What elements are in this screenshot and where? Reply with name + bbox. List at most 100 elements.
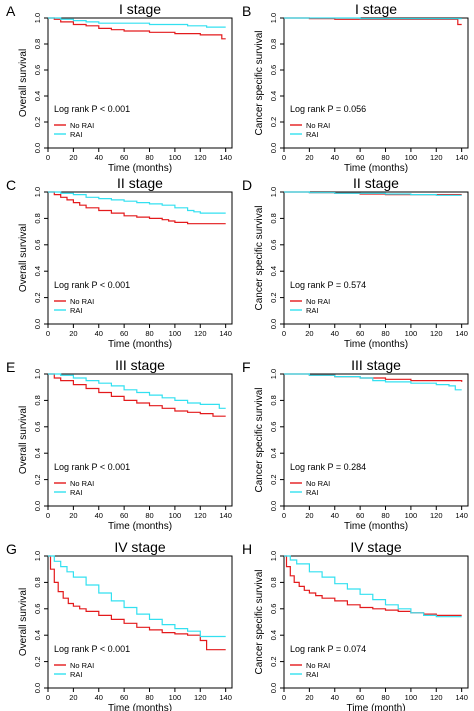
y-tick-label: 0.2 bbox=[33, 474, 42, 484]
x-axis-label: Time (months) bbox=[344, 339, 408, 350]
y-tick-label: 0.2 bbox=[33, 292, 42, 302]
x-axis-label: Time (months) bbox=[108, 521, 172, 532]
y-tick-label: 0.8 bbox=[269, 213, 278, 223]
panel-letter: G bbox=[6, 541, 17, 557]
legend-label: No RAI bbox=[306, 661, 330, 670]
x-tick-label: 60 bbox=[120, 329, 128, 338]
pvalue-text: Log rank P < 0.001 bbox=[54, 462, 130, 472]
y-tick-label: 0.6 bbox=[269, 240, 278, 250]
legend-label: RAI bbox=[70, 130, 83, 139]
panel-letter: H bbox=[242, 541, 252, 557]
plot-frame bbox=[283, 555, 469, 689]
y-tick-label: 0.0 bbox=[269, 319, 278, 329]
series-line-rai bbox=[48, 17, 226, 28]
panel-f: F III stage 0.0 0.2 0.4 0.6 0.8 1.0 0 20 40 60 80 100… bbox=[242, 357, 469, 532]
x-tick-label: 80 bbox=[381, 693, 389, 702]
panel-d: D II stage 0.0 0.2 0.4 0.6 0.8 1.0 0 20 40 60 80 100 1… bbox=[242, 175, 469, 350]
y-tick-label: 0.6 bbox=[33, 604, 42, 614]
x-tick-label: 140 bbox=[455, 511, 468, 520]
legend-label: RAI bbox=[70, 306, 83, 315]
x-tick-label: 40 bbox=[331, 329, 339, 338]
y-axis-label: Cancer specific survival bbox=[254, 30, 265, 135]
panel-title: III stage bbox=[351, 357, 401, 373]
series-line-no-rai bbox=[284, 555, 462, 616]
y-tick-label: 0.0 bbox=[33, 501, 42, 511]
x-tick-label: 20 bbox=[305, 511, 313, 520]
x-tick-label: 60 bbox=[356, 153, 364, 162]
y-tick-label: 0.4 bbox=[269, 266, 278, 276]
panel-c: C II stage 0.0 0.2 0.4 0.6 0.8 1.0 0 20 40 60 80 100 1… bbox=[6, 175, 233, 350]
x-axis-label: Time (months) bbox=[108, 703, 172, 711]
x-tick-label: 60 bbox=[120, 511, 128, 520]
x-tick-label: 40 bbox=[331, 693, 339, 702]
y-tick-label: 0.6 bbox=[269, 422, 278, 432]
panel-h: H IV stage 0.0 0.2 0.4 0.6 0.8 1.0 0 20 40 60 80 100 1… bbox=[242, 539, 469, 711]
series-line-rai bbox=[48, 191, 226, 214]
y-axis-label: Overall survival bbox=[18, 406, 29, 474]
x-tick-label: 80 bbox=[145, 693, 153, 702]
y-tick-label: 0.4 bbox=[33, 91, 42, 101]
y-tick-label: 0.0 bbox=[33, 143, 42, 153]
x-tick-label: 80 bbox=[145, 329, 153, 338]
y-axis-label: Overall survival bbox=[18, 588, 29, 656]
panel-title: I stage bbox=[119, 1, 161, 17]
panel-a: A I stage 0.0 0.2 0.4 0.6 0.8 1.0 0 20 40 60 80 100 12… bbox=[6, 1, 233, 174]
plot-frame bbox=[283, 373, 469, 507]
series-line-rai bbox=[284, 191, 462, 196]
x-tick-label: 100 bbox=[169, 693, 182, 702]
x-axis-label: Time (months) bbox=[108, 163, 172, 174]
x-tick-label: 140 bbox=[219, 329, 232, 338]
x-tick-label: 0 bbox=[282, 693, 286, 702]
x-tick-label: 0 bbox=[282, 153, 286, 162]
x-tick-label: 40 bbox=[95, 511, 103, 520]
x-tick-label: 80 bbox=[381, 329, 389, 338]
legend-label: No RAI bbox=[70, 297, 94, 306]
y-tick-label: 1.0 bbox=[33, 13, 42, 23]
y-tick-label: 1.0 bbox=[269, 369, 278, 379]
y-tick-label: 0.4 bbox=[33, 630, 42, 640]
x-tick-label: 140 bbox=[219, 153, 232, 162]
y-tick-label: 0.8 bbox=[269, 39, 278, 49]
series-line-no-rai bbox=[48, 191, 226, 225]
plot-frame bbox=[47, 191, 233, 325]
x-tick-label: 80 bbox=[145, 511, 153, 520]
x-tick-label: 100 bbox=[169, 153, 182, 162]
x-tick-label: 20 bbox=[69, 329, 77, 338]
x-tick-label: 40 bbox=[95, 153, 103, 162]
x-tick-label: 100 bbox=[405, 153, 418, 162]
x-tick-label: 60 bbox=[356, 693, 364, 702]
plot-frame bbox=[283, 191, 469, 325]
x-tick-label: 0 bbox=[46, 511, 50, 520]
series-line-no-rai bbox=[48, 373, 226, 417]
x-tick-label: 120 bbox=[194, 329, 207, 338]
x-tick-label: 60 bbox=[356, 511, 364, 520]
y-tick-label: 0.8 bbox=[269, 395, 278, 405]
x-tick-label: 20 bbox=[69, 693, 77, 702]
x-tick-label: 140 bbox=[455, 153, 468, 162]
y-tick-label: 0.6 bbox=[33, 422, 42, 432]
series-line-no-rai bbox=[48, 17, 226, 40]
x-tick-label: 140 bbox=[219, 693, 232, 702]
legend-label: RAI bbox=[306, 306, 319, 315]
panel-title: IV stage bbox=[114, 539, 166, 555]
y-tick-label: 0.2 bbox=[269, 656, 278, 666]
panel-g: G IV stage 0.0 0.2 0.4 0.6 0.8 1.0 0 20 40 60 80 100 1… bbox=[6, 539, 233, 711]
x-tick-label: 20 bbox=[69, 153, 77, 162]
pvalue-text: Log rank P = 0.056 bbox=[290, 104, 366, 114]
series-line-rai bbox=[284, 555, 462, 618]
x-tick-label: 140 bbox=[219, 511, 232, 520]
panel-title: II stage bbox=[353, 175, 399, 191]
x-tick-label: 40 bbox=[95, 693, 103, 702]
x-tick-label: 20 bbox=[305, 329, 313, 338]
pvalue-text: Log rank P = 0.074 bbox=[290, 644, 366, 654]
y-tick-label: 0.2 bbox=[269, 474, 278, 484]
y-axis-label: Cancer specific survival bbox=[254, 205, 265, 310]
panel-e: E III stage 0.0 0.2 0.4 0.6 0.8 1.0 0 20 40 60 80 100… bbox=[6, 357, 233, 532]
y-tick-label: 1.0 bbox=[269, 551, 278, 561]
y-tick-label: 0.8 bbox=[33, 213, 42, 223]
legend-label: RAI bbox=[70, 670, 83, 679]
y-tick-label: 1.0 bbox=[33, 551, 42, 561]
y-tick-label: 0.2 bbox=[269, 117, 278, 127]
y-tick-label: 1.0 bbox=[269, 187, 278, 197]
x-tick-label: 0 bbox=[46, 329, 50, 338]
